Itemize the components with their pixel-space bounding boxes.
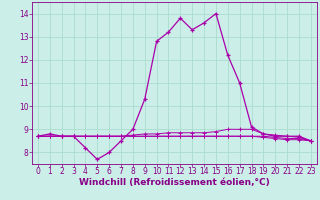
X-axis label: Windchill (Refroidissement éolien,°C): Windchill (Refroidissement éolien,°C) [79,178,270,187]
